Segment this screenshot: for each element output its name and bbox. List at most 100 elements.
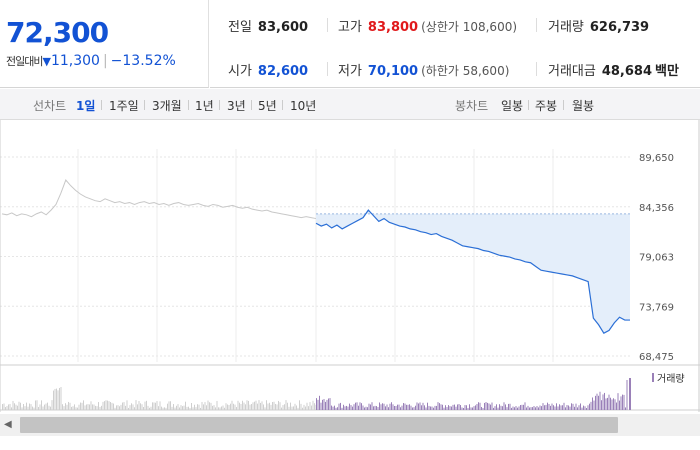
volume-bar-previous xyxy=(239,402,240,410)
tab-5years[interactable]: 5년 xyxy=(258,99,277,113)
volume-bar-today xyxy=(596,393,598,410)
volume-bar-today xyxy=(352,406,353,410)
volume-bar-today xyxy=(536,406,538,410)
volume-bar-today xyxy=(622,394,623,410)
volume-bar-previous xyxy=(123,402,125,410)
y-tick-label: 79,063 xyxy=(639,253,674,264)
volume-bar-previous xyxy=(174,407,176,410)
tab-1day[interactable]: 1일 xyxy=(76,99,96,113)
volume-bar-previous xyxy=(240,404,242,410)
volume-bar-today xyxy=(566,405,568,410)
volume-bar-previous xyxy=(189,407,191,410)
divider xyxy=(327,62,328,76)
volume-bar-previous xyxy=(39,404,41,410)
volume-bar-previous xyxy=(11,407,12,410)
volume-bar-previous xyxy=(177,404,179,410)
volume-bar-today xyxy=(509,403,511,410)
volume-bar-previous xyxy=(284,404,285,410)
volume-bar-today xyxy=(334,405,335,410)
volume-bar-previous xyxy=(35,400,36,410)
volume-bar-today xyxy=(425,407,427,410)
volume-bar-previous xyxy=(57,390,59,410)
volume-bar-today xyxy=(518,406,520,410)
volume-bar-previous xyxy=(162,407,164,410)
volume-bar-previous xyxy=(180,405,182,410)
volume-bar-today xyxy=(361,403,362,410)
volume-bar-previous xyxy=(227,404,228,410)
y-axis: 89,650 84,356 79,063 73,769 68,475 xyxy=(639,153,674,363)
volume-bar-today xyxy=(463,407,464,410)
volume-bar-today xyxy=(575,403,577,410)
volume-legend-swatch xyxy=(652,373,654,382)
tab-monthly-candle[interactable]: 월봉 xyxy=(572,99,595,113)
volume-bar-today xyxy=(433,407,434,410)
volume-bar-previous xyxy=(264,407,266,410)
volume-bar-previous xyxy=(225,403,227,410)
volume-bar-previous xyxy=(89,404,90,410)
volume-bar-today xyxy=(382,403,383,410)
stat-value: 70,100 xyxy=(367,64,419,79)
volume-bar-today xyxy=(328,398,329,410)
stats-panel: 전일 83,600 고가 83,800 (상한가 108,600) 거래량 626,73… xyxy=(210,0,700,88)
volume-bar-today xyxy=(418,403,419,410)
volume-bar-previous xyxy=(74,404,75,410)
volume-bar-today xyxy=(521,404,523,410)
volume-bar-previous xyxy=(152,402,153,410)
volume-bar-today xyxy=(400,407,401,410)
volume-bar-previous xyxy=(17,405,18,410)
previous-day-layer xyxy=(1,179,317,220)
volume-bar-today xyxy=(469,404,470,410)
volume-bar-previous xyxy=(260,402,261,410)
volume-bar-today xyxy=(476,403,478,410)
tab-1week[interactable]: 1주일 xyxy=(109,99,139,113)
volume-bar-today xyxy=(527,405,529,410)
volume-bar-today xyxy=(349,403,350,410)
volume-bar-previous xyxy=(287,402,288,410)
tab-3years[interactable]: 3년 xyxy=(227,99,246,113)
volume-bar-previous xyxy=(27,406,29,410)
tab-weekly-candle[interactable]: 주봉 xyxy=(535,99,558,113)
volume-bar-previous xyxy=(173,404,174,410)
volume-bar-previous xyxy=(138,401,140,410)
volume-bar-today xyxy=(373,406,374,410)
tab-10years[interactable]: 10년 xyxy=(290,99,317,113)
volume-bar-today xyxy=(578,405,580,410)
volume-bar-today xyxy=(551,403,553,410)
volume-bar-today xyxy=(340,402,341,410)
divider xyxy=(219,100,220,110)
volume-bar-previous xyxy=(294,403,296,410)
tab-3months[interactable]: 3개월 xyxy=(152,99,182,113)
volume-bar-today xyxy=(503,402,505,410)
volume-bar-previous xyxy=(221,406,222,410)
volume-bar-previous xyxy=(92,404,93,410)
volume-bar-today xyxy=(416,402,418,410)
volume-bar-previous xyxy=(197,404,198,410)
volume-bar-previous xyxy=(117,405,119,410)
stat-volume: 거래량 626,739 xyxy=(548,16,649,35)
volume-bar-previous xyxy=(80,402,81,410)
volume-bar-today xyxy=(569,406,571,410)
volume-bar-previous xyxy=(290,402,291,410)
volume-bar-previous xyxy=(32,406,33,410)
chart-scrollbar[interactable]: ◀ xyxy=(0,414,700,436)
lower-limit: (하한가 58,600) xyxy=(421,64,510,78)
volume-bar-today xyxy=(379,402,380,410)
volume-bar-today xyxy=(323,399,325,410)
volume-bar-previous xyxy=(266,400,267,410)
tab-1year[interactable]: 1년 xyxy=(195,99,214,113)
volume-bar-today xyxy=(589,403,590,410)
volume-bar-today xyxy=(362,405,364,410)
scroll-left-icon[interactable]: ◀ xyxy=(4,419,12,430)
volume-bar-previous xyxy=(75,407,77,410)
volume-bar-today xyxy=(406,404,407,410)
volume-bar-previous xyxy=(68,401,69,410)
volume-bar-today xyxy=(428,405,430,410)
volume-bar-today xyxy=(479,402,481,410)
volume-bar-previous xyxy=(297,407,299,410)
volume-bar-today xyxy=(332,406,334,410)
volume-bar-previous xyxy=(314,403,315,410)
volume-bar-today xyxy=(590,401,592,410)
scroll-thumb[interactable] xyxy=(20,417,618,433)
volume-bar-today xyxy=(436,405,437,410)
tab-daily-candle[interactable]: 일봉 xyxy=(501,99,524,113)
